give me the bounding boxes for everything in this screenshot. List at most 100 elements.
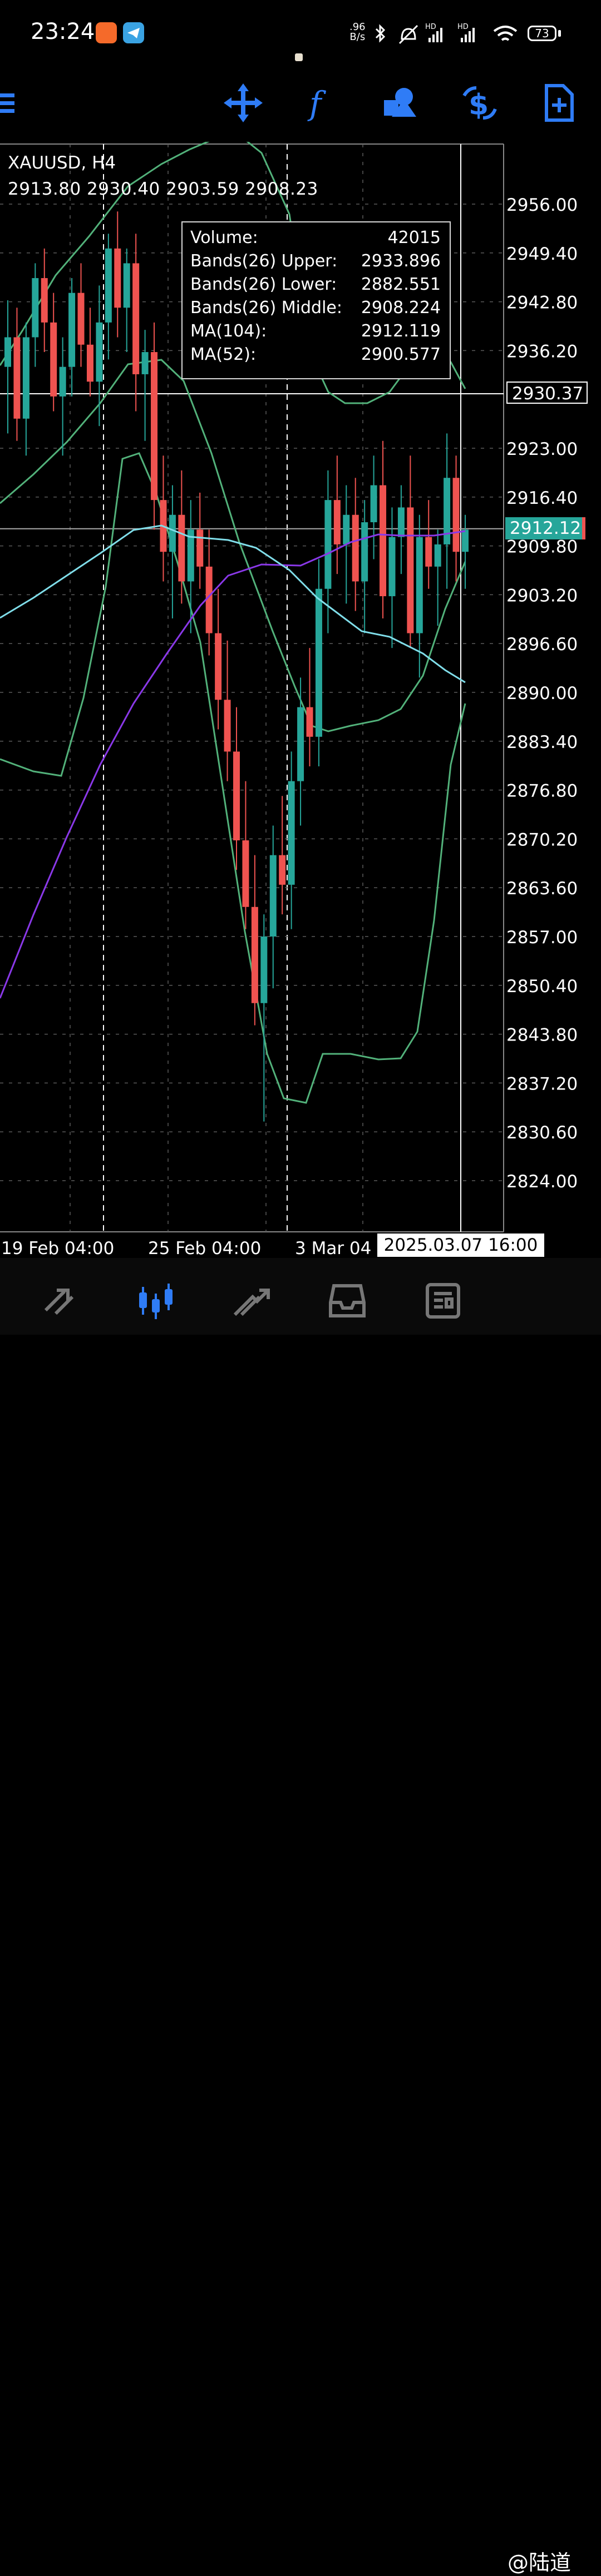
- time-axis-label: 3 Mar 04: [295, 1239, 371, 1258]
- status-icons: HD HD: [375, 23, 518, 44]
- candle-body: [105, 248, 112, 323]
- cat-icon: [295, 53, 303, 61]
- candle-body: [462, 529, 469, 552]
- tooltip-label: Volume:: [190, 228, 258, 247]
- candle-body: [251, 906, 258, 1003]
- price-axis-label: 2863.60: [506, 879, 578, 899]
- price-axis-label: 2916.40: [506, 488, 578, 508]
- objects-icon[interactable]: [382, 83, 421, 122]
- candle-body: [297, 707, 304, 781]
- battery-icon: 73: [528, 26, 556, 41]
- candle-body: [388, 537, 396, 597]
- price-axis-label: 2824.00: [506, 1172, 578, 1192]
- price-axis-label: 2949.40: [506, 244, 578, 264]
- candle-body: [96, 322, 103, 382]
- svg-text:HD: HD: [425, 23, 436, 31]
- watermark: @陆道: [508, 2550, 572, 2575]
- ma-104-line: [0, 530, 466, 999]
- bottom-nav: @陆道: [0, 1258, 601, 2575]
- price-axis-label: 2936.20: [506, 341, 578, 361]
- candle-body: [86, 344, 93, 382]
- tooltip-label: Bands(26) Lower:: [190, 275, 337, 294]
- data-window-tooltip: Volume: 42015 Bands(26) Upper: 2933.896 Band…: [181, 221, 451, 379]
- candle-body: [452, 478, 460, 552]
- candle-body: [370, 485, 377, 523]
- price-axis-label: 2883.40: [506, 732, 578, 752]
- candle-body: [288, 781, 295, 885]
- trade-icon[interactable]: [231, 1280, 272, 1320]
- news-icon[interactable]: [423, 1280, 463, 1320]
- candle-body: [123, 263, 130, 308]
- candle-body: [32, 278, 39, 338]
- candle-body: [279, 855, 286, 885]
- time-axis-label: 25 Feb 04:00: [148, 1239, 261, 1258]
- candle-body: [315, 588, 322, 737]
- candle-body: [205, 566, 213, 633]
- candle-body: [141, 352, 149, 374]
- hd-signal-icon: HD: [425, 23, 442, 42]
- bluetooth-icon: [375, 24, 386, 43]
- candle-body: [68, 293, 76, 367]
- svg-text:f: f: [307, 85, 327, 122]
- status-bar: 23:24 .96 B/s HD HD 73: [0, 0, 601, 67]
- tooltip-row: Volume: 42015: [190, 228, 441, 251]
- tooltip-label: MA(52):: [190, 345, 257, 364]
- candle-body: [306, 707, 313, 737]
- tooltip-row: Bands(26) Lower: 2882.551: [190, 275, 441, 298]
- net-speed-value: .96: [349, 21, 366, 33]
- tooltip-value: 2908.224: [361, 298, 441, 318]
- quotes-icon[interactable]: [40, 1280, 80, 1320]
- crosshair-icon[interactable]: [224, 83, 263, 122]
- time-axis: 19 Feb 04:00 25 Feb 04:00 3 Mar 04: [1, 1239, 371, 1258]
- candle-body: [407, 507, 414, 633]
- candle-body: [269, 855, 277, 937]
- last-price-tag: 2912.12: [505, 517, 585, 539]
- candle-body: [169, 514, 176, 552]
- net-speed: .96 B/s: [349, 22, 366, 42]
- tooltip-row: Bands(26) Upper: 2933.896: [190, 251, 441, 275]
- ma-52-line: [0, 524, 466, 683]
- band-middle: [0, 359, 466, 732]
- chart-toolbar: f $: [0, 72, 601, 133]
- tooltip-value: 2882.551: [361, 275, 441, 294]
- symbol-dollar-icon[interactable]: $: [461, 83, 500, 122]
- candle-body: [361, 522, 368, 582]
- tooltip-label: Bands(26) Upper:: [190, 251, 338, 271]
- candle-body: [434, 544, 441, 567]
- net-speed-unit: B/s: [349, 31, 366, 43]
- tooltip-value: 2933.896: [361, 251, 441, 271]
- price-axis-label: 2923.00: [506, 439, 578, 459]
- tooltip-value: 2912.119: [361, 321, 441, 341]
- price-axis: 2956.00 2949.40 2942.80 2936.20 2923.00 2916.…: [506, 195, 578, 1192]
- candles: [4, 211, 469, 1122]
- new-order-icon[interactable]: [540, 83, 579, 122]
- candle-body: [397, 507, 405, 537]
- price-axis-label: 2890.00: [506, 683, 578, 704]
- indicators-icon[interactable]: f: [303, 83, 342, 122]
- mute-icon: [398, 24, 418, 44]
- candle-body: [50, 322, 57, 397]
- candle-body: [13, 337, 21, 419]
- hd-signal-icon: HD: [457, 23, 475, 42]
- chart-symbol: XAUUSD, H4: [8, 153, 116, 173]
- price-axis-label: 2956.00: [506, 195, 578, 215]
- candle-body: [416, 537, 423, 633]
- history-icon[interactable]: [327, 1280, 367, 1320]
- candle-body: [444, 478, 451, 544]
- price-axis-label: 2896.60: [506, 635, 578, 655]
- chart-icon[interactable]: [136, 1280, 176, 1320]
- band-lower: [0, 452, 466, 1104]
- price-axis-label: 2857.00: [506, 928, 578, 948]
- menu-icon[interactable]: [0, 83, 28, 122]
- telegram-app-icon: [123, 22, 144, 43]
- price-axis-label: 2876.80: [506, 781, 578, 801]
- battery-nub: [558, 30, 561, 37]
- tooltip-value: 42015: [387, 228, 441, 247]
- svg-text:HD: HD: [457, 23, 469, 31]
- candle-body: [41, 278, 48, 323]
- chart-ohlc: 2913.80 2930.40 2903.59 2908.23: [8, 179, 318, 199]
- price-axis-label: 2837.20: [506, 1074, 578, 1094]
- candle-body: [260, 937, 268, 1003]
- price-axis-label: 2903.20: [506, 586, 578, 606]
- candle-body: [324, 500, 332, 589]
